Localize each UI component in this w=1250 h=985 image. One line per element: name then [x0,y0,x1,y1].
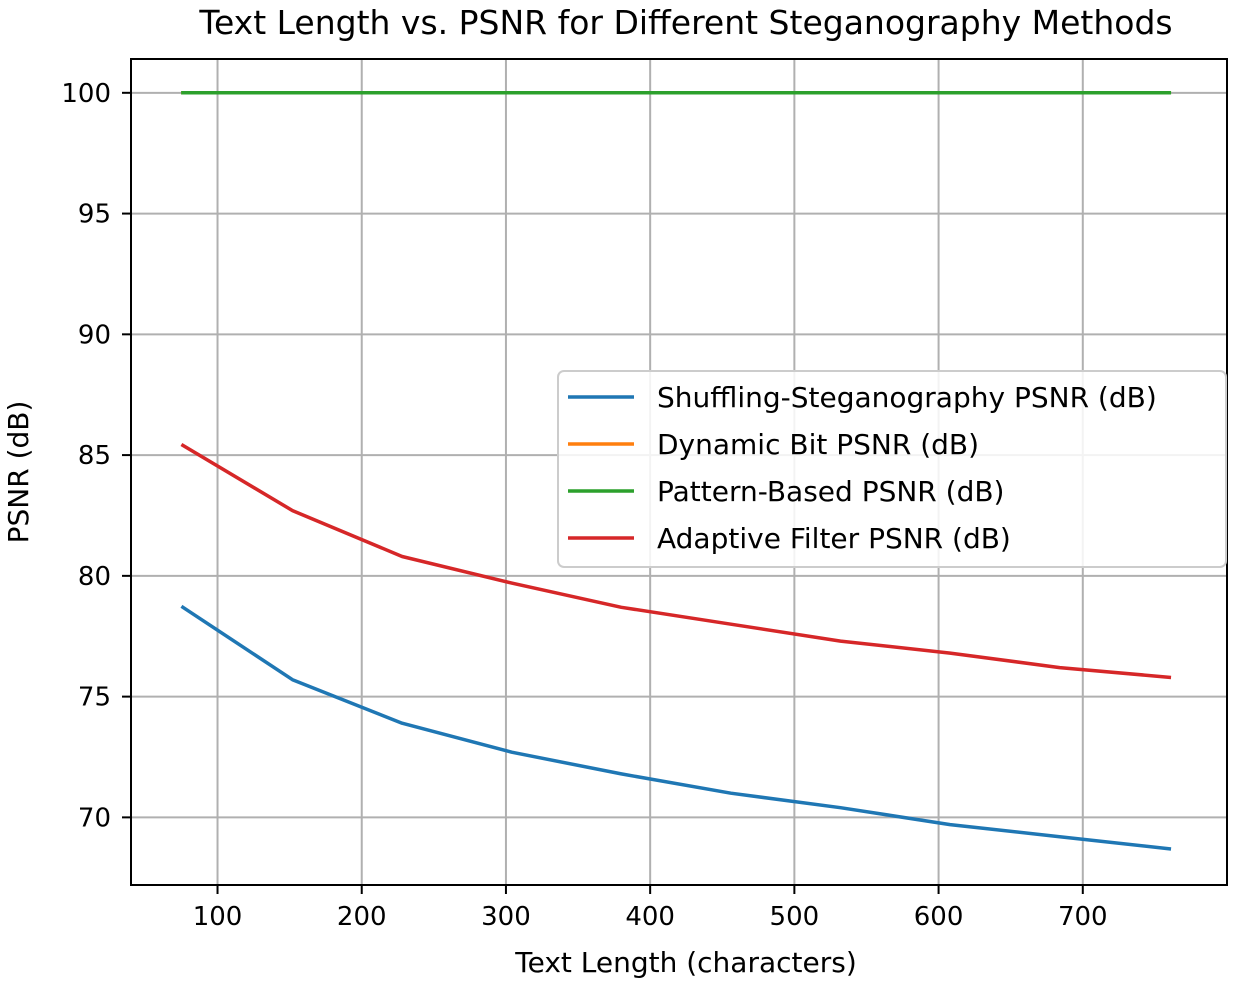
series-line-1 [180,604,1172,851]
y-tick-label-100: 100 [61,79,111,109]
y-tick-label-95: 95 [78,200,111,230]
x-axis-ticks: 100 200 300 400 500 600 700 [193,885,1108,932]
legend-label-3: Pattern-Based PSNR (dB) [657,475,1004,508]
legend-label-2: Dynamic Bit PSNR (dB) [657,428,979,461]
x-tick-label-200: 200 [337,902,387,932]
x-tick-label-400: 400 [625,902,675,932]
y-tick-label-90: 90 [78,320,111,350]
legend: Shuffling-Steganography PSNR (dB) Dynamic… [557,370,1227,568]
legend-label-1: Shuffling-Steganography PSNR (dB) [657,381,1157,414]
y-tick-label-70: 70 [78,803,111,833]
legend-label-4: Adaptive Filter PSNR (dB) [657,522,1011,555]
x-axis-label: Text Length (characters) [514,946,857,979]
series-line-4 [180,443,1172,680]
x-tick-label-600: 600 [914,902,964,932]
y-axis-ticks: 70 75 80 85 90 95 100 [61,79,131,833]
y-tick-label-85: 85 [78,441,111,471]
chart-title: Text Length vs. PSNR for Different Stega… [198,3,1172,42]
x-tick-label-700: 700 [1058,902,1108,932]
x-tick-label-500: 500 [770,902,820,932]
y-tick-label-75: 75 [78,683,111,713]
y-axis-label: PSNR (dB) [2,401,35,544]
y-tick-label-80: 80 [78,562,111,592]
legend-box [557,370,1227,568]
x-tick-label-100: 100 [193,902,243,932]
x-tick-label-300: 300 [481,902,531,932]
series-lines [180,91,1172,851]
